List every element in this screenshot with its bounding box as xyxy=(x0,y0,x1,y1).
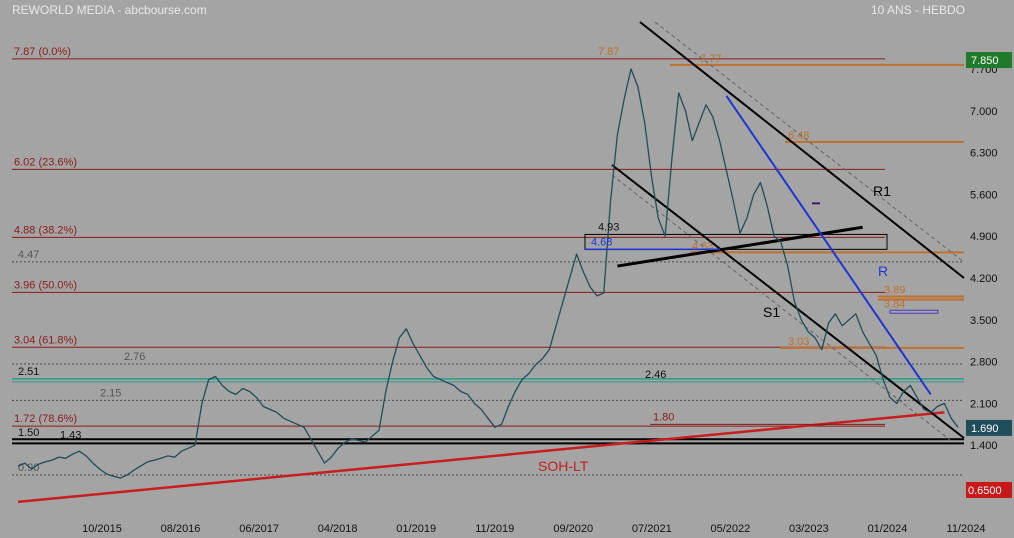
soh-lt-trendline xyxy=(17,411,945,504)
x-tick-6: 09/2020 xyxy=(553,523,593,535)
dotted-label-3: 0.90 xyxy=(18,462,39,474)
fib-label-0: 7.87 (0.0%) xyxy=(14,46,71,58)
x-tick-0: 10/2015 xyxy=(82,523,122,535)
x-tick-4: 01/2019 xyxy=(396,523,436,535)
annotation-s1: S1 xyxy=(763,304,780,320)
x-tick-3: 04/2018 xyxy=(318,523,358,535)
x-tick-5: 11/2019 xyxy=(475,523,514,535)
annotation-box-lower: 4.68 xyxy=(591,236,612,248)
small-purple-box xyxy=(889,309,939,314)
fib-label-4: 3.04 (61.8%) xyxy=(14,334,77,346)
fib-label-5: 1.72 (78.6%) xyxy=(14,413,77,425)
fib-label-1: 6.02 (23.6%) xyxy=(14,156,77,168)
badge-bottom-bg xyxy=(966,481,1012,498)
annotation-low-level: 1.80 xyxy=(653,411,674,423)
badge-last-bg xyxy=(966,419,1012,436)
fib-label-2: 4.88 (38.2%) xyxy=(14,224,77,236)
x-tick-11: 11/2024 xyxy=(947,523,986,535)
badge-top-bg xyxy=(966,52,1012,69)
badge-top-text: 7.850 xyxy=(971,55,999,67)
x-tick-10: 01/2024 xyxy=(868,523,908,535)
channel-upper-guide xyxy=(654,21,965,263)
orange-label-5: 3.03 xyxy=(788,336,809,348)
y-tick-3: 2.800 xyxy=(970,357,998,369)
teal-label: 2.51 xyxy=(18,366,39,378)
annotation-box-upper: 4.93 xyxy=(598,221,619,233)
blue-resistance-line xyxy=(725,95,932,396)
orange-label-3: 3.89 xyxy=(884,285,905,297)
y-tick-7: 5.600 xyxy=(970,189,998,201)
channel-upper-line xyxy=(639,21,965,279)
y-tick-8: 6.300 xyxy=(970,148,998,160)
orange-label-1: 6.48 xyxy=(788,130,809,142)
x-tick-8: 05/2022 xyxy=(710,523,750,535)
badge-bottom-text: 0.6500 xyxy=(968,485,1002,497)
price-series-line xyxy=(17,68,959,479)
annotation-soh-lt: SOH-LT xyxy=(538,458,589,474)
support-label-1: 1.43 xyxy=(60,429,81,441)
annotation-mid-level: 2.46 xyxy=(645,369,666,381)
y-tick-5: 4.200 xyxy=(970,273,998,285)
x-tick-9: 03/2023 xyxy=(789,523,829,535)
annotation-r1: R1 xyxy=(873,183,891,199)
dotted-label-1: 2.76 xyxy=(124,351,145,363)
chart-subtitle: 10 ANS - HEBDO xyxy=(871,3,965,17)
x-tick-1: 08/2016 xyxy=(161,523,201,535)
y-tick-2: 2.100 xyxy=(970,398,998,410)
y-tick-6: 4.900 xyxy=(970,231,998,243)
y-tick-9: 7.000 xyxy=(970,106,998,118)
range-box xyxy=(584,233,888,250)
chart-title: REWORLD MEDIA - abcbourse.com xyxy=(12,3,207,17)
channel-lower-guide xyxy=(611,174,951,441)
support-label-0: 1.50 xyxy=(18,427,39,439)
y-tick-4: 3.500 xyxy=(970,315,998,327)
x-tick-7: 07/2021 xyxy=(632,523,672,535)
badge-last-text: 1.690 xyxy=(971,423,999,435)
y-tick-1: 1.400 xyxy=(970,440,998,452)
x-tick-2: 06/2017 xyxy=(239,523,279,535)
dotted-label-2: 2.15 xyxy=(100,387,121,399)
orange-label-4: 3.84 xyxy=(884,298,905,310)
channel-lower-line xyxy=(611,164,965,439)
annotation-top-peak: 7.87 xyxy=(598,46,619,58)
orange-label-0: 7.77 xyxy=(700,53,721,65)
annotation-r: R xyxy=(878,263,888,279)
dotted-label-0: 4.47 xyxy=(18,249,39,261)
fib-label-3: 3.96 (50.0%) xyxy=(14,279,77,291)
